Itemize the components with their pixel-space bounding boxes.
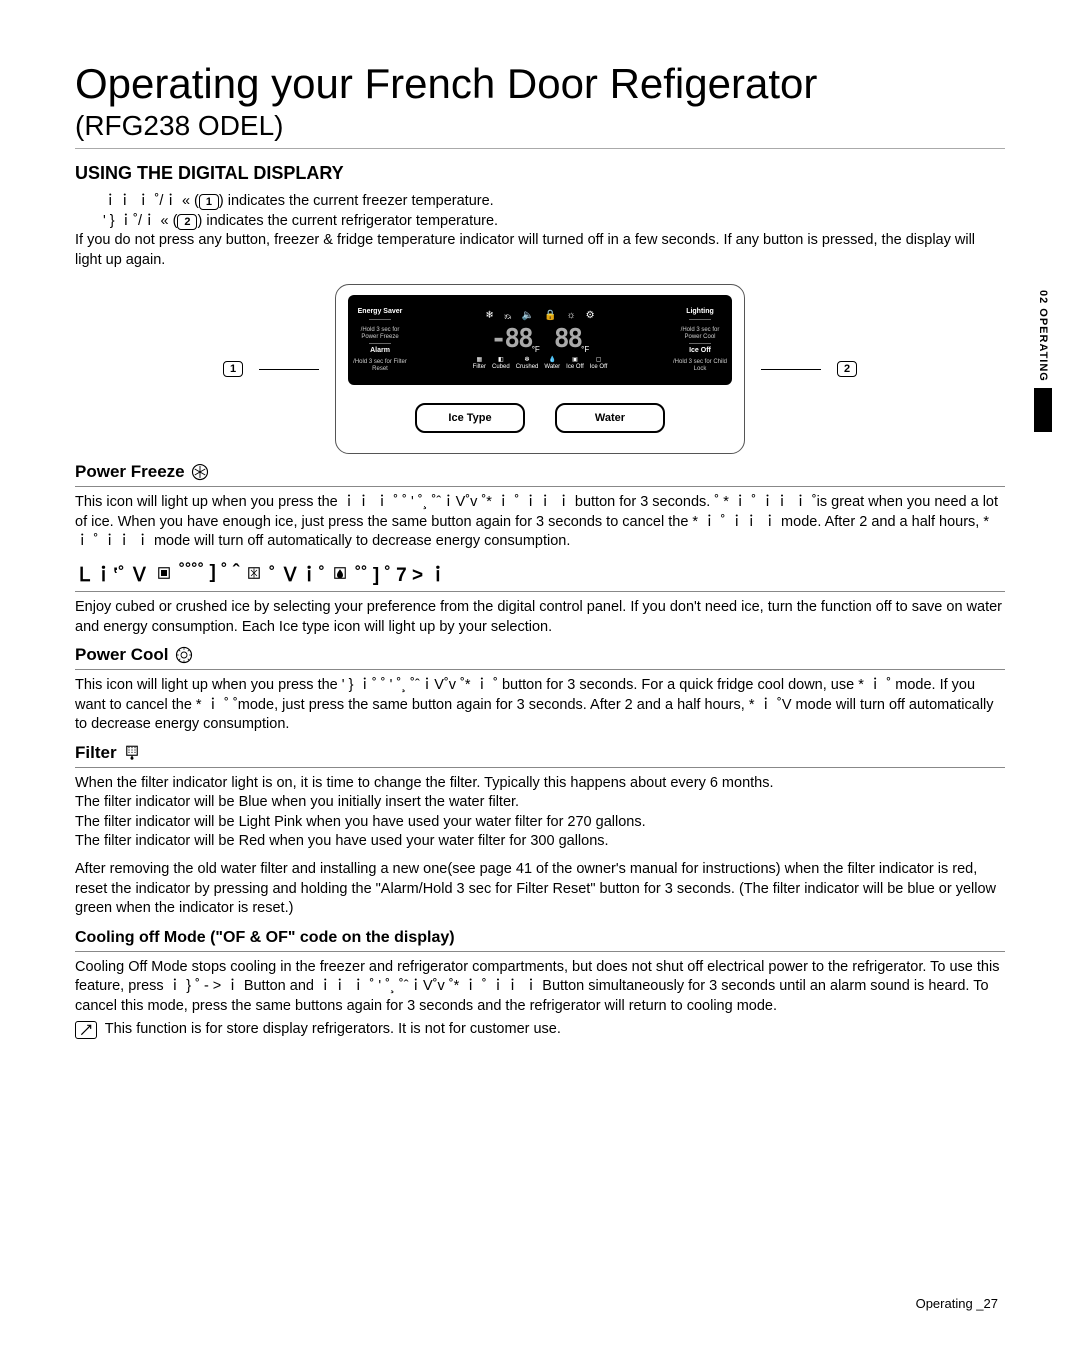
sun-icon: ☼ (566, 310, 575, 322)
panel-display: Energy Saver /Hold 3 sec for Power Freez… (348, 295, 732, 385)
cooling-off-body: Cooling Off Mode stops cooling in the fr… (75, 958, 1005, 1017)
filter-body1: When the filter indicator light is on, i… (75, 774, 1005, 794)
callout-2: 2 (837, 361, 857, 377)
fridge-temp: 88 (554, 324, 581, 354)
snowflake-circle-icon (191, 463, 209, 481)
cubed-ice-icon (155, 564, 173, 582)
sidebar-label: 02 OPERATING (1034, 290, 1052, 432)
power-freeze-heading: Power Freeze (75, 462, 1005, 482)
water-button[interactable]: Water (555, 403, 665, 433)
section-heading-display: USING THE DIGITAL DISPLARY (75, 163, 1005, 184)
hold-fr: /Hold 3 sec for Filter Reset (352, 357, 408, 372)
cooling-off-note: This function is for store display refri… (75, 1020, 1005, 1040)
filter-divider (75, 767, 1005, 768)
power-cool-heading: Power Cool (75, 645, 1005, 665)
ice-type-button[interactable]: Ice Type (415, 403, 525, 433)
panel-left-col: Energy Saver /Hold 3 sec for Power Freez… (348, 304, 412, 376)
iceoff2-icon: ▢Ice Off (590, 356, 608, 370)
filter-body3: The filter indicator will be Light Pink … (75, 813, 1005, 833)
filter-icon-heading (123, 744, 141, 762)
sound-icon: 🔈 (522, 310, 534, 322)
sidebar-text: 02 OPERATING (1037, 290, 1049, 382)
alarm-label: Alarm (370, 347, 390, 355)
water-drop-icon (331, 564, 349, 582)
freezer-temp-line: ｉｉ ｉ ˚/ｉ « (1) indicates the current fre… (75, 192, 1005, 212)
callout-1-inline: 1 (199, 194, 219, 210)
page-title: Operating your French Door Refigerator (75, 60, 1005, 108)
panel-top-icons: ❄ 🙒 🔈 🔒 ☼ ⚙ (485, 310, 594, 322)
cooling-off-heading: Cooling off Mode ("OF & OF" code on the … (75, 929, 1005, 947)
it-divider (75, 591, 1005, 592)
lighting-label: Lighting (686, 308, 714, 316)
ice-type-body: Enjoy cubed or crushed ice by selecting … (75, 598, 1005, 637)
freezer-temp: -88 (491, 324, 532, 354)
control-panel-diagram: 1 Energy Saver /Hold 3 sec for Power Fre… (75, 284, 1005, 454)
panel-right-col: Lighting /Hold 3 sec for Power Cool Ice … (668, 304, 732, 376)
filter-body4: The filter indicator will be Red when yo… (75, 832, 1005, 852)
hold-pf: /Hold 3 sec for Power Freeze (352, 325, 408, 340)
filter-heading: Filter (75, 743, 1005, 763)
cubed-icon: ◧Cubed (492, 356, 510, 370)
sidebar-block (1034, 388, 1052, 432)
note-icon (75, 1021, 97, 1039)
ice-type-heading: Ｌｉ‛˚ Ｖ ˚˚˚˚ ] ˚ ˆ ˚ Ｖｉ˚ ˚˚ ] ˚ 7 > ｉ (75, 560, 1005, 587)
iceoff-r-label: Ice Off (689, 347, 711, 355)
snowflake-icon: ❄ (485, 310, 493, 322)
filter-body2: The filter indicator will be Blue when y… (75, 793, 1005, 813)
callout-line-right (761, 369, 821, 370)
energy-saver-label: Energy Saver (358, 308, 403, 316)
crushed-ice-icon (245, 564, 263, 582)
gear-icon: ⚙ (586, 310, 595, 322)
panel-buttons: Ice Type Water (348, 403, 732, 433)
callout-line-left (259, 369, 319, 370)
callout-1: 1 (223, 361, 243, 377)
page-number: Operating _27 (916, 1296, 998, 1311)
water-icon: 💧Water (544, 356, 560, 370)
control-panel: Energy Saver /Hold 3 sec for Power Freez… (335, 284, 745, 454)
pc-divider (75, 669, 1005, 670)
title-divider (75, 148, 1005, 149)
gear-circle-icon (175, 646, 193, 664)
hold-cl: /Hold 3 sec for Child Lock (672, 357, 728, 372)
leaf-icon: 🙒 (504, 310, 512, 322)
display-note: If you do not press any button, freezer … (75, 231, 1005, 270)
co-divider (75, 951, 1005, 952)
pf-divider (75, 486, 1005, 487)
fridge-temp-line: ' } ｉ˚/ｉ « (2) indicates the current ref… (75, 212, 1005, 232)
iceoff-icon: ▣Ice Off (566, 356, 584, 370)
panel-bottom-icons: ▦Filter ◧Cubed ❆Crushed 💧Water ▣Ice Off … (473, 356, 608, 370)
panel-temps: -88 °F 88 °F (491, 324, 589, 354)
power-cool-body: This icon will light up when you press t… (75, 676, 1005, 735)
filter-icon: ▦Filter (473, 356, 486, 370)
lock-icon: 🔒 (544, 310, 556, 322)
page-subtitle: (RFG238 ODEL) (75, 110, 1005, 142)
hold-pc: /Hold 3 sec for Power Cool (672, 325, 728, 340)
filter-body5: After removing the old water filter and … (75, 860, 1005, 919)
crushed-icon: ❆Crushed (516, 356, 539, 370)
power-freeze-body: This icon will light up when you press t… (75, 493, 1005, 552)
panel-center: ❄ 🙒 🔈 🔒 ☼ ⚙ -88 °F 88 °F (412, 310, 668, 370)
callout-2-inline: 2 (177, 214, 197, 230)
